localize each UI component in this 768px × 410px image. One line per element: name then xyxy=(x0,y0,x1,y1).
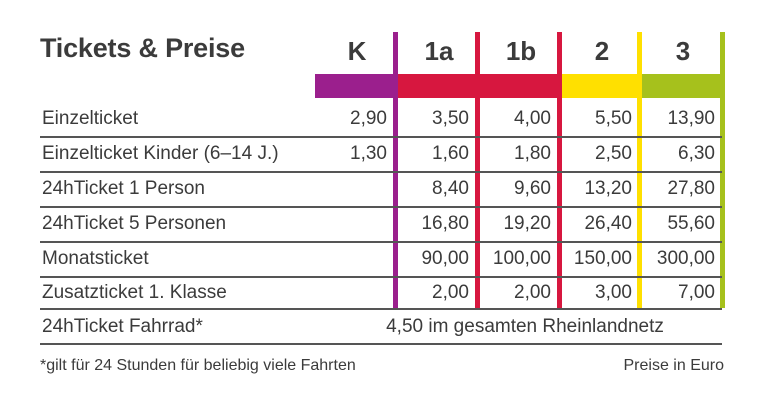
price-cell: 2,00 xyxy=(514,282,551,303)
row-label-monatsticket: Monatsticket xyxy=(42,248,149,269)
price-cell: 100,00 xyxy=(492,248,551,269)
column-header-3: 3 xyxy=(675,36,691,66)
row-label-fahrrad: 24hTicket Fahrrad* xyxy=(42,316,203,337)
zone-bar-3 xyxy=(640,74,722,98)
price-cell: 19,20 xyxy=(503,213,551,234)
fahrrad-price-note: 4,50 im gesamten Rheinlandnetz xyxy=(386,316,664,337)
row-divider xyxy=(40,206,722,208)
price-cell: 3,50 xyxy=(432,108,469,129)
column-header-1a: 1a xyxy=(424,36,454,66)
footnote: *gilt für 24 Stunden für beliebig viele … xyxy=(40,357,356,374)
zone-bar-k xyxy=(315,74,395,98)
zone-line-3 xyxy=(720,32,725,308)
price-cell: 8,40 xyxy=(432,178,469,199)
price-cell: 55,60 xyxy=(667,213,715,234)
zone-line-2 xyxy=(637,32,642,308)
row-divider xyxy=(40,171,722,173)
price-cell: 13,20 xyxy=(584,178,632,199)
row-divider xyxy=(40,308,722,310)
zone-line-1b xyxy=(557,32,562,308)
row-label-24hticket-1-person: 24hTicket 1 Person xyxy=(42,178,205,199)
price-cell: 27,80 xyxy=(667,178,715,199)
zone-bar-1a-1b xyxy=(398,74,562,98)
row-label-einzelticket: Einzelticket xyxy=(42,108,139,129)
price-cell: 7,00 xyxy=(678,282,715,303)
price-cell: 13,90 xyxy=(667,108,715,129)
price-cell: 9,60 xyxy=(514,178,551,199)
row-label-einzelticket-kinder: Einzelticket Kinder (6–14 J.) xyxy=(42,143,279,164)
price-cell: 2,90 xyxy=(350,108,387,129)
price-cell: 16,80 xyxy=(421,213,469,234)
row-divider xyxy=(40,241,722,243)
price-cell: 6,30 xyxy=(678,143,715,164)
price-cell: 1,80 xyxy=(514,143,551,164)
zone-bar-2 xyxy=(562,74,640,98)
zone-line-1a xyxy=(475,32,480,308)
row-label-24hticket-5-personen: 24hTicket 5 Personen xyxy=(42,213,227,234)
price-cell: 1,30 xyxy=(350,143,387,164)
table-title: Tickets & Preise xyxy=(40,33,245,63)
price-cell: 300,00 xyxy=(656,248,715,269)
price-cell: 150,00 xyxy=(573,248,632,269)
row-divider xyxy=(40,343,722,345)
row-divider xyxy=(40,276,722,278)
price-cell: 1,60 xyxy=(432,143,469,164)
price-cell: 3,00 xyxy=(595,282,632,303)
currency-note: Preise in Euro xyxy=(623,357,725,374)
column-header-1b: 1b xyxy=(505,36,537,66)
column-header-k: K xyxy=(347,36,367,66)
price-cell: 26,40 xyxy=(584,213,632,234)
price-cell: 2,00 xyxy=(432,282,469,303)
zone-line-k xyxy=(393,32,398,308)
column-header-2: 2 xyxy=(594,36,610,66)
row-label-zusatzticket: Zusatzticket 1. Klasse xyxy=(42,282,227,303)
price-cell: 5,50 xyxy=(595,108,632,129)
price-cell: 2,50 xyxy=(595,143,632,164)
row-divider xyxy=(40,136,722,138)
price-cell: 4,00 xyxy=(514,108,551,129)
price-cell: 90,00 xyxy=(421,248,469,269)
